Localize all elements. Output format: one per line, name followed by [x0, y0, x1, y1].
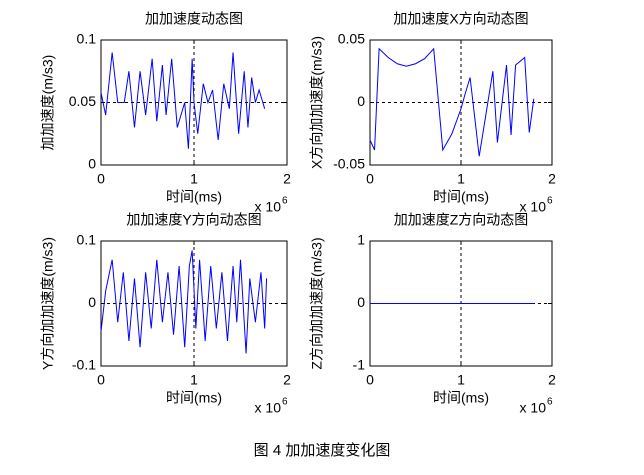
- data-line: [100, 52, 266, 149]
- x-tick-label: 0: [97, 171, 105, 187]
- x-exponent: 6: [282, 397, 288, 408]
- x-exponent-base: x 10: [520, 199, 547, 215]
- y-tick-label: 0.1: [77, 31, 97, 47]
- x-axis-label: 时间(ms): [166, 390, 222, 406]
- y-tick-label: -0.05: [333, 156, 365, 172]
- y-tick-label: 0.05: [338, 31, 365, 47]
- x-tick-label: 2: [283, 171, 291, 187]
- y-tick-label: 0.1: [77, 232, 97, 248]
- x-tick-label: 0: [366, 171, 374, 187]
- x-tick-label: 0: [97, 372, 105, 388]
- x-exponent-base: x 10: [255, 400, 282, 416]
- subplot-title: 加加速度Z方向动态图: [394, 212, 529, 228]
- y-axis-label: Z方向加加速度(m/s3): [309, 237, 325, 369]
- x-tick-label: 2: [283, 372, 291, 388]
- x-tick-label: 2: [548, 171, 556, 187]
- y-tick-label: 0.05: [69, 93, 96, 109]
- x-tick-label: 1: [190, 171, 198, 187]
- x-exponent: 6: [547, 397, 553, 408]
- x-exponent-base: x 10: [255, 199, 282, 215]
- data-line: [369, 47, 535, 157]
- x-exponent-base: x 10: [520, 400, 547, 416]
- y-tick-label: 0: [357, 294, 365, 310]
- y-tick-label: -1: [353, 357, 366, 373]
- x-tick-label: 2: [548, 372, 556, 388]
- subplot: 0 1 2-0.0500.05加加速度X方向动态图时间(ms)X方向加加速度(m/s…: [309, 11, 556, 215]
- y-tick-label: -0.1: [72, 357, 96, 373]
- subplot-title: 加加速度X方向动态图: [393, 11, 528, 27]
- x-tick-label: 1: [457, 372, 465, 388]
- caption: 图 4 加加速度变化图: [254, 442, 391, 459]
- x-tick-label: 0: [366, 372, 374, 388]
- x-exponent: 6: [547, 196, 553, 207]
- x-axis-label: 时间(ms): [166, 189, 222, 205]
- x-exponent: 6: [282, 196, 288, 207]
- y-tick-label: 0: [357, 93, 365, 109]
- y-tick-label: 1: [357, 232, 365, 248]
- subplot-title: 加加速度Y方向动态图: [126, 212, 261, 228]
- y-axis-label: Y方向加加速度(m/s3): [40, 237, 56, 370]
- y-tick-label: 0: [88, 156, 96, 172]
- y-axis-label: 加加速度(m/s3): [40, 55, 56, 151]
- subplot: 0 1 2-0.100.1加加速度Y方向动态图时间(ms)Y方向加加速度(m/s3)…: [40, 212, 291, 416]
- y-axis-label: X方向加加速度(m/s3): [309, 36, 325, 169]
- x-axis-label: 时间(ms): [433, 189, 489, 205]
- data-line: [100, 250, 268, 354]
- x-tick-label: 1: [190, 372, 198, 388]
- x-tick-label: 1: [457, 171, 465, 187]
- y-tick-label: 0: [88, 294, 96, 310]
- subplot-title: 加加速度动态图: [145, 11, 243, 27]
- x-axis-label: 时间(ms): [433, 390, 489, 406]
